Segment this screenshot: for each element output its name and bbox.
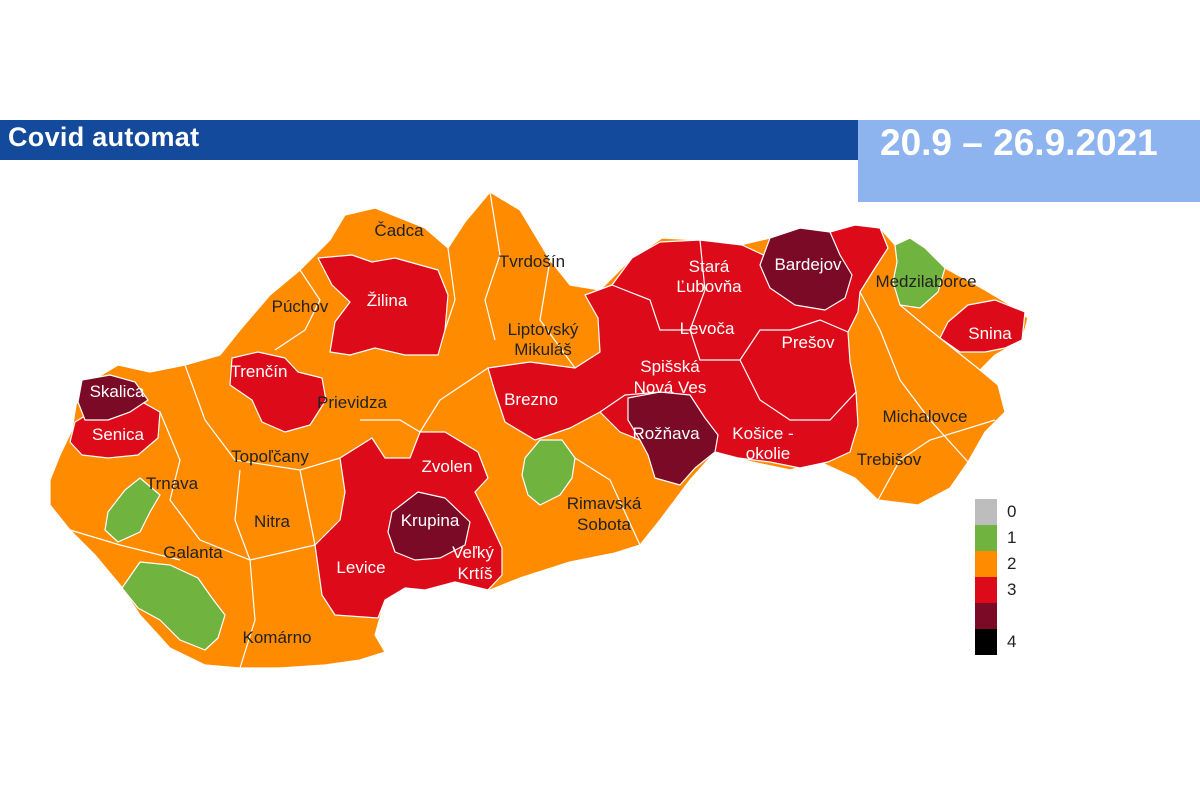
region-trencin	[229, 351, 327, 433]
label-kosice-okolie-2: okolie	[746, 444, 790, 463]
label-michalovce: Michalovce	[882, 407, 967, 426]
label-nitra: Nitra	[254, 512, 290, 531]
label-liptovsky-mikulas-2: Mikuláš	[514, 340, 572, 359]
label-cadca: Čadca	[374, 221, 424, 240]
label-rimavska-sobota-1: Rimavská	[567, 494, 642, 513]
label-levice: Levice	[336, 558, 385, 577]
legend-item: 4	[975, 629, 1016, 655]
label-medzilaborce: Medzilaborce	[875, 272, 976, 291]
label-galanta: Galanta	[163, 543, 223, 562]
region-rimavska-sobota	[521, 439, 576, 506]
label-spisska-nova-ves-1: Spišská	[640, 357, 700, 376]
region-bardejov	[759, 227, 853, 311]
label-trebisov: Trebišov	[857, 450, 922, 469]
legend-item	[975, 603, 1016, 629]
title-bar: Covid automat	[0, 120, 858, 160]
label-puchov: Púchov	[272, 297, 329, 316]
legend-swatch	[975, 551, 997, 577]
label-krupina: Krupina	[401, 511, 460, 530]
label-stara-lubovna-1: Stará	[689, 257, 730, 276]
label-zvolen: Zvolen	[421, 457, 472, 476]
legend-label: 3	[1007, 580, 1017, 599]
legend-swatch	[975, 499, 997, 525]
map-title: Covid automat	[8, 122, 200, 152]
legend-swatch	[975, 603, 997, 629]
region-trnava	[104, 477, 161, 543]
legend-item: 1	[975, 525, 1016, 551]
label-trnava: Trnava	[146, 474, 199, 493]
label-bardejov: Bardejov	[774, 255, 842, 274]
label-levoca: Levoča	[680, 319, 735, 338]
legend-swatch	[975, 629, 997, 655]
region-zilina	[317, 254, 449, 356]
label-stara-lubovna-2: Ľubovňa	[676, 277, 742, 296]
legend-label: 4	[1007, 632, 1017, 651]
legend-item: 0	[975, 499, 1016, 525]
region-roznava	[627, 391, 719, 486]
label-senica: Senica	[92, 425, 145, 444]
region-snina	[939, 299, 1026, 353]
label-kosice-okolie-1: Košice -	[732, 424, 793, 443]
label-zilina: Žilina	[367, 291, 408, 310]
region-krupina	[387, 491, 471, 561]
legend-swatch	[975, 525, 997, 551]
legend-label: 0	[1007, 502, 1017, 521]
label-skalica: Skalica	[90, 382, 145, 401]
label-roznava: Rožňava	[632, 424, 700, 443]
legend-label: 1	[1007, 528, 1017, 547]
legend-item: 2	[975, 551, 1016, 577]
legend: 0 1 2 3 4	[975, 499, 1016, 655]
legend-item: 3	[975, 577, 1016, 603]
label-velky-krtis-2: Krtíš	[458, 564, 493, 583]
label-spisska-nova-ves-2: Nová Ves	[634, 378, 707, 397]
label-velky-krtis-1: Veľký	[452, 543, 494, 562]
label-trencin: Trenčín	[230, 362, 287, 381]
district-labels: Čadca Tvrdošín Stará Ľubovňa Bardejov Me…	[90, 221, 1013, 647]
label-prievidza: Prievidza	[317, 393, 387, 412]
label-topolcany: Topoľčany	[231, 447, 309, 466]
legend-swatch	[975, 577, 997, 603]
region-galanta	[121, 561, 226, 651]
label-liptovsky-mikulas-1: Liptovský	[508, 320, 579, 339]
legend-label: 2	[1007, 554, 1017, 573]
region-medzilaborce	[892, 237, 946, 309]
label-komarno: Komárno	[243, 628, 312, 647]
label-rimavska-sobota-2: Sobota	[577, 515, 631, 534]
region-skalica	[77, 374, 149, 421]
date-range: 20.9 – 26.9.2021	[880, 122, 1158, 163]
label-brezno: Brezno	[504, 390, 558, 409]
date-range-box: 20.9 – 26.9.2021	[858, 120, 1200, 202]
label-snina: Snina	[968, 324, 1012, 343]
district-borders	[69, 191, 996, 669]
label-tvrdosin: Tvrdošín	[499, 252, 565, 271]
label-presov: Prešov	[782, 333, 835, 352]
